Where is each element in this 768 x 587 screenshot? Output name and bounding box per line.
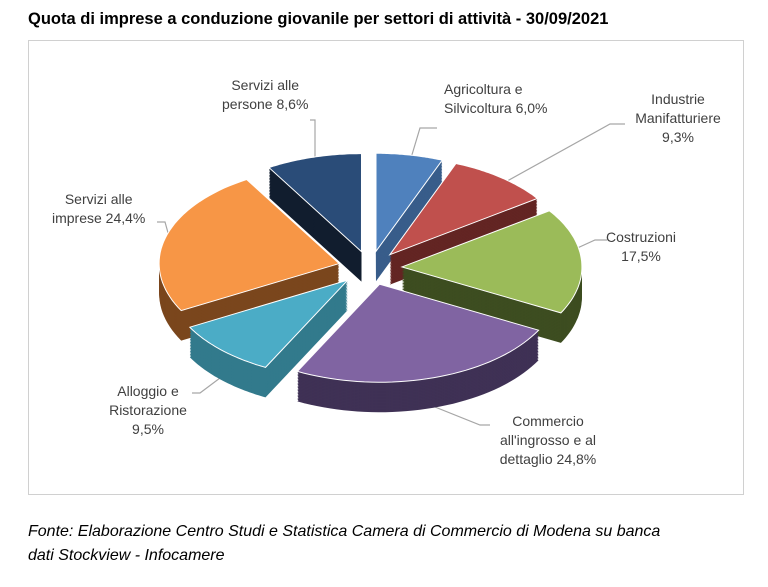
pie-slice <box>268 153 363 282</box>
label-commercio: Commercio all'ingrosso e al dettaglio 24,8… <box>478 412 618 469</box>
chart-frame <box>28 40 744 495</box>
slice-top <box>296 283 540 383</box>
label-industrie: Industrie Manifatturiere 9,3% <box>628 90 728 147</box>
source-line: Fonte: Elaborazione Centro Studi e Stati… <box>28 523 661 540</box>
label-line: 9,5% <box>132 421 164 437</box>
pie-slice <box>158 178 341 341</box>
label-line: imprese 24,4% <box>52 210 146 226</box>
leader-line <box>192 377 221 394</box>
label-servizi-imprese: Servizi alle imprese 24,4% <box>52 190 145 228</box>
slice-top <box>375 152 444 253</box>
label-line: Silvicoltura 6,0% <box>444 100 548 116</box>
leader-line <box>499 123 625 186</box>
label-line: Costruzioni <box>606 229 677 245</box>
leader-line <box>310 119 316 165</box>
label-line: all'ingrosso e al <box>499 432 597 448</box>
slice-top <box>158 178 341 312</box>
label-line: Agricoltura e <box>444 81 523 97</box>
pie-slice <box>296 283 540 413</box>
label-line: 9,3% <box>662 129 694 145</box>
label-alloggio: Alloggio e Ristorazione 9,5% <box>98 382 198 439</box>
slice-top <box>268 153 363 253</box>
source-note: Fonte: Elaborazione Centro Studi e Stati… <box>28 520 748 568</box>
source-line: dati Stockview - Infocamere <box>28 547 225 564</box>
label-line: Industrie <box>651 91 705 107</box>
label-line: Ristorazione <box>109 402 187 418</box>
label-agricoltura: Agricoltura e Silvicoltura 6,0% <box>444 80 548 118</box>
pie-slice <box>400 210 583 343</box>
pie-slice <box>188 279 350 398</box>
leader-line <box>429 404 490 426</box>
label-costruzioni: Costruzioni 17,5% <box>606 228 676 266</box>
label-line: Servizi alle <box>64 191 133 207</box>
slice-top <box>400 210 583 314</box>
label-line: Manifatturiere <box>635 110 721 126</box>
label-line: Servizi alle <box>231 77 300 93</box>
leader-line <box>407 127 437 169</box>
label-line: dettaglio 24,8% <box>499 451 597 467</box>
label-line: 17,5% <box>621 248 661 264</box>
leader-line <box>572 239 607 251</box>
slice-top <box>388 162 539 256</box>
chart-title: Quota di imprese a conduzione giovanile … <box>28 10 609 28</box>
label-line: persone 8,6% <box>222 96 309 112</box>
slice-top <box>188 279 350 368</box>
label-line: Alloggio e <box>117 383 179 399</box>
label-servizi-persone: Servizi alle persone 8,6% <box>222 76 308 114</box>
pie-slice <box>388 162 539 285</box>
label-line: Commercio <box>512 413 584 429</box>
